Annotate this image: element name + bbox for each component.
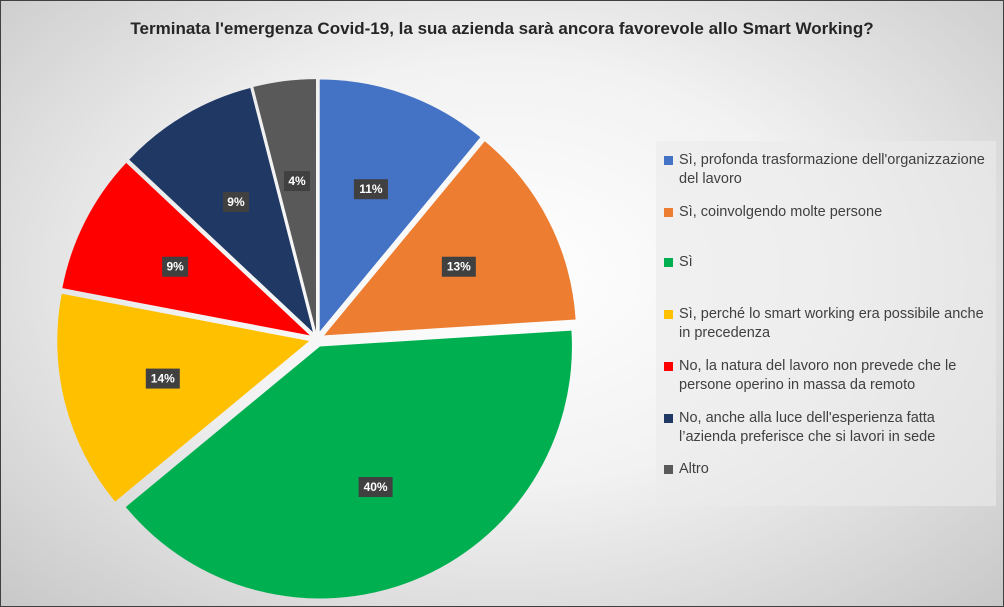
legend-swatch [664, 156, 673, 165]
legend-label: No, la natura del lavoro non prevede che… [679, 358, 957, 393]
legend-swatch [664, 310, 673, 319]
data-label: 9% [227, 195, 245, 209]
legend-label: Sì, perché lo smart working era possibil… [679, 306, 984, 341]
legend-swatch [664, 414, 673, 423]
pie-slice [129, 88, 313, 333]
data-label-box [284, 171, 311, 192]
pie-slice [57, 293, 310, 502]
data-label-box [222, 191, 249, 212]
legend-label: No, anche alla luce dell'esperienza fatt… [679, 410, 936, 445]
pie-chart: 11% 13% 40% 14% 9% 9% 4% [57, 79, 576, 599]
data-label-box [353, 179, 388, 200]
pie-slice [319, 79, 481, 332]
data-label-box [441, 256, 476, 277]
legend-label: Sì, coinvolgendo molte persone [679, 204, 883, 220]
data-label: 11% [359, 182, 383, 196]
chart-title: Terminata l'emergenza Covid-19, la sua a… [130, 19, 874, 38]
data-label: 14% [151, 372, 175, 386]
legend-label: Altro [679, 461, 709, 477]
legend-label: Sì [679, 254, 693, 270]
pie-slice [324, 141, 576, 336]
legend-label: Sì, profonda trasformazione dell'organiz… [679, 152, 985, 187]
legend-swatch [664, 362, 673, 371]
data-label-box [162, 256, 189, 277]
data-label: 13% [447, 260, 471, 274]
data-label: 4% [288, 174, 306, 188]
legend: Sì, profonda trasformazione dell'organiz… [656, 141, 996, 506]
legend-swatch [664, 258, 673, 267]
data-label: 9% [166, 260, 184, 274]
pie-slice [253, 79, 316, 332]
legend-swatch [664, 208, 673, 217]
pie-slice [125, 330, 572, 599]
legend-swatch [664, 465, 673, 474]
pie-slice [62, 162, 310, 336]
data-label: 40% [364, 480, 388, 494]
data-label-box [145, 368, 180, 389]
data-label-box [358, 477, 393, 498]
